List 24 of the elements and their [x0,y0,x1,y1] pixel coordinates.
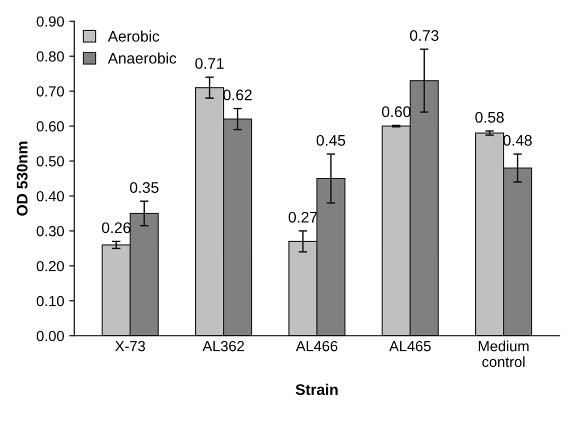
data-label: 0.45 [316,134,346,146]
x-tick-label: AL466 [296,340,338,352]
x-axis-title: Strain [296,384,338,396]
y-tick-label: 0.70 [36,86,64,97]
data-label: 0.58 [475,112,504,123]
y-tick-label: 0.40 [36,191,64,202]
x-tick-label: AL465 [389,340,431,352]
data-label: 0.73 [410,30,438,41]
y-tick-label: 0.20 [36,260,64,272]
legend-label: Aerobic [108,30,160,42]
x-tick-label: Medium control [478,340,529,368]
y-tick-label: 0.30 [36,226,64,236]
y-tick-label: 0.10 [36,296,64,306]
legend-label: Anaerobic [108,52,176,64]
x-tick-label: X-73 [115,340,145,352]
y-tick-label: 0.00 [36,330,64,342]
data-label: 0.35 [130,182,158,193]
x-tick-label: AL362 [202,340,244,352]
y-tick-label: 0.90 [36,16,64,27]
y-tick-label: 0.80 [36,51,64,62]
y-axis-title: OD 530nm [16,142,28,216]
y-tick-label: 0.50 [36,156,64,166]
y-tick-label: 0.60 [36,121,64,132]
data-label: 0.71 [195,58,224,69]
